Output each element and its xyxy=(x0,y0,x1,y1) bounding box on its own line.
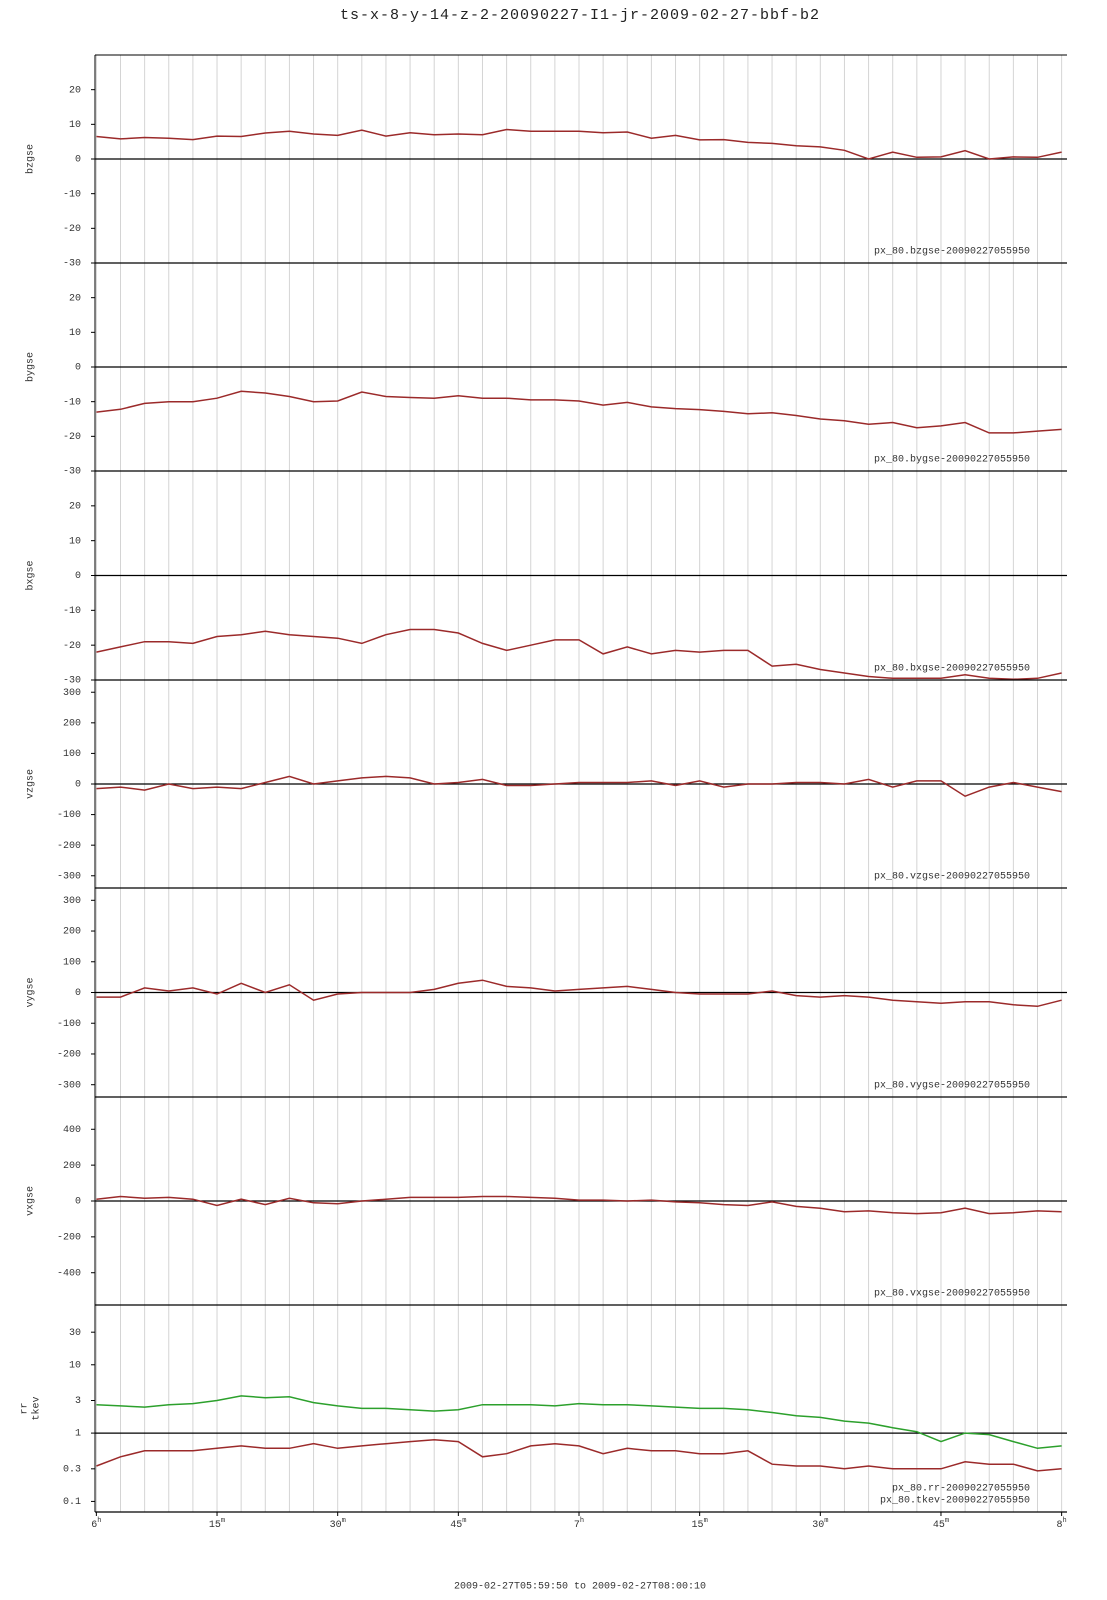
y-tick-label: 0 xyxy=(75,571,81,582)
y-tick-label: -300 xyxy=(57,1080,81,1091)
legend-entry: px_80.vygse-20090227055950 xyxy=(874,1081,1030,1092)
y-tick-label: 100 xyxy=(63,957,81,968)
legend-entry: px_80.vzgse-20090227055950 xyxy=(874,872,1030,883)
x-tick-label: 30m xyxy=(812,1517,828,1531)
y-tick-label: 0.1 xyxy=(63,1497,81,1508)
y-tick-label: 20 xyxy=(69,85,81,96)
x-tick-label: 6h xyxy=(91,1517,101,1531)
y-tick-label: -30 xyxy=(63,259,81,270)
x-tick-label: 15m xyxy=(209,1517,225,1531)
y-tick-label: 100 xyxy=(63,749,81,760)
y-tick-label: -100 xyxy=(57,1019,81,1030)
time-range: 2009-02-27T05:59:50 to 2009-02-27T08:00:… xyxy=(454,1582,706,1593)
x-tick-label: 8h xyxy=(1057,1517,1067,1531)
y-tick-label: 0.3 xyxy=(63,1464,81,1475)
series-line xyxy=(96,1395,1062,1450)
y-axis-label: rr xyxy=(20,1402,31,1414)
y-axis-label: vygse xyxy=(26,977,37,1007)
y-tick-label: 300 xyxy=(63,688,81,699)
y-tick-label: 3 xyxy=(75,1396,81,1407)
legend-entry: px_80.bygse-20090227055950 xyxy=(874,454,1030,466)
x-tick-label: 15m xyxy=(692,1517,708,1531)
series-line xyxy=(96,128,1062,160)
y-tick-label: 1 xyxy=(75,1429,81,1440)
x-tick-label: 30m xyxy=(330,1517,346,1531)
y-tick-label: -10 xyxy=(63,189,81,200)
series-line xyxy=(96,390,1062,434)
y-tick-label: -200 xyxy=(57,841,81,852)
y-tick-label: 400 xyxy=(63,1125,81,1136)
y-tick-label: 10 xyxy=(69,120,81,131)
y-axis-label: vxgse xyxy=(26,1186,37,1216)
y-tick-label: 20 xyxy=(69,501,81,512)
y-tick-label: 300 xyxy=(63,896,81,907)
y-tick-label: -100 xyxy=(57,810,81,821)
y-tick-label: -10 xyxy=(63,606,81,617)
y-tick-label: -30 xyxy=(63,676,81,687)
series-line xyxy=(96,775,1062,798)
y-axis-label: vzgse xyxy=(26,769,37,799)
y-tick-label: -20 xyxy=(63,224,81,235)
legend-entry: px_80.bxgse-20090227055950 xyxy=(874,663,1030,675)
chart-title: ts-x-8-y-14-z-2-20090227-I1-jr-2009-02-2… xyxy=(340,7,820,24)
y-tick-label: 10 xyxy=(69,536,81,547)
y-tick-label: 30 xyxy=(69,1328,81,1339)
y-tick-label: 0 xyxy=(75,363,81,374)
y-tick-label: -200 xyxy=(57,1233,81,1244)
y-tick-label: -300 xyxy=(57,871,81,882)
y-axis-label: bygse xyxy=(25,352,37,382)
y-tick-label: -30 xyxy=(63,467,81,478)
x-tick-label: 45m xyxy=(933,1517,949,1531)
y-axis-label: bxgse xyxy=(25,560,37,590)
y-tick-label: 0 xyxy=(75,155,81,166)
y-tick-label: -10 xyxy=(63,397,81,408)
legend-entry: px_80.vxgse-20090227055950 xyxy=(874,1289,1030,1300)
legend-entry: px_80.rr-20090227055950 xyxy=(892,1484,1030,1495)
y-tick-label: -400 xyxy=(57,1268,81,1279)
y-tick-label: 10 xyxy=(69,1360,81,1371)
series-line xyxy=(96,979,1062,1008)
y-tick-label: 0 xyxy=(75,1197,81,1208)
y-tick-label: 200 xyxy=(63,927,81,938)
y-axis-label: tkev xyxy=(31,1396,43,1420)
x-tick-label: 7h xyxy=(574,1517,584,1531)
y-tick-label: -20 xyxy=(63,432,81,443)
series-line xyxy=(96,1195,1062,1215)
y-tick-label: 200 xyxy=(63,1161,81,1172)
y-tick-label: -20 xyxy=(63,641,81,652)
y-tick-label: 200 xyxy=(63,718,81,729)
y-tick-label: 20 xyxy=(69,293,81,304)
legend-entry: px_80.bzgse-20090227055950 xyxy=(874,246,1030,258)
series-line xyxy=(96,1438,1062,1472)
y-axis-label: bzgse xyxy=(25,144,37,174)
y-tick-label: 0 xyxy=(75,780,81,791)
y-tick-label: -200 xyxy=(57,1050,81,1061)
series-line xyxy=(96,628,1062,681)
y-tick-label: 0 xyxy=(75,988,81,999)
y-tick-label: 10 xyxy=(69,328,81,339)
x-tick-label: 45m xyxy=(450,1517,466,1531)
legend-entry: px_80.tkev-20090227055950 xyxy=(880,1495,1030,1507)
